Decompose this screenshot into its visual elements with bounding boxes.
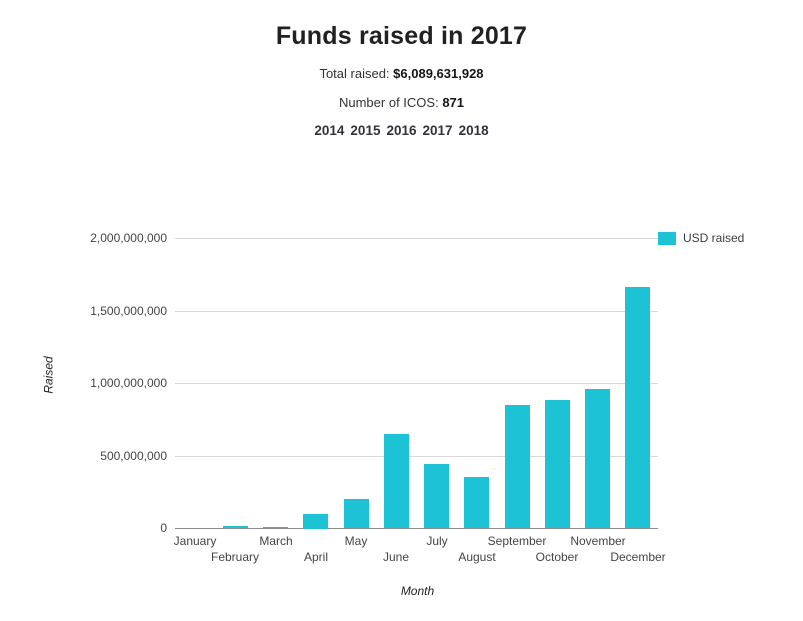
- bar-april[interactable]: [303, 514, 328, 529]
- year-link-2017[interactable]: 2017: [422, 123, 453, 138]
- ico-count-line: Number of ICOS: 871: [0, 95, 803, 110]
- x-tick-label-september: September: [487, 534, 547, 548]
- y-tick-label: 0: [160, 521, 167, 535]
- legend-label: USD raised: [683, 231, 745, 245]
- bar-august[interactable]: [464, 477, 489, 528]
- total-raised-value: $6,089,631,928: [393, 66, 484, 81]
- year-links: 2014 2015 2016 2017 2018: [0, 123, 803, 138]
- bar-july[interactable]: [424, 464, 449, 528]
- year-link-2015[interactable]: 2015: [350, 123, 381, 138]
- total-raised-line: Total raised: $6,089,631,928: [0, 66, 803, 81]
- page-title: Funds raised in 2017: [275, 22, 528, 50]
- gridline: [175, 311, 658, 312]
- bar-march[interactable]: [263, 527, 288, 528]
- y-tick-label: 1,000,000,000: [90, 376, 167, 390]
- x-tick-label-january: January: [173, 534, 217, 548]
- x-tick-label-november: November: [570, 534, 626, 548]
- x-axis-label: Month: [400, 584, 435, 598]
- gridline: [175, 383, 658, 384]
- bar-february[interactable]: [223, 526, 248, 528]
- chart-legend: USD raised: [658, 231, 744, 245]
- total-raised-label: Total raised:: [319, 66, 390, 81]
- x-tick-label-may: May: [344, 534, 368, 548]
- bar-october[interactable]: [545, 400, 570, 528]
- ico-count-value: 871: [442, 95, 465, 110]
- x-tick-label-october: October: [535, 550, 579, 564]
- y-tick-label: 2,000,000,000: [90, 231, 167, 245]
- x-tick-label-july: July: [426, 534, 448, 548]
- bar-june[interactable]: [384, 434, 409, 528]
- y-tick-label: 500,000,000: [100, 449, 167, 463]
- x-tick-label-december: December: [610, 550, 666, 564]
- bar-december[interactable]: [625, 287, 650, 528]
- bar-november[interactable]: [585, 389, 610, 528]
- year-link-2018[interactable]: 2018: [458, 123, 489, 138]
- y-tick-label: 1,500,000,000: [90, 304, 167, 318]
- bar-september[interactable]: [505, 405, 530, 528]
- x-axis-baseline: [175, 528, 658, 529]
- x-tick-label-june: June: [382, 550, 410, 564]
- x-tick-label-august: August: [458, 550, 496, 564]
- x-tick-label-march: March: [259, 534, 293, 548]
- gridline: [175, 238, 658, 239]
- x-tick-label-april: April: [303, 550, 328, 564]
- year-link-2016[interactable]: 2016: [386, 123, 417, 138]
- gridline: [175, 456, 658, 457]
- x-tick-label-february: February: [210, 550, 260, 564]
- ico-count-label: Number of ICOS:: [338, 95, 439, 110]
- bar-may[interactable]: [344, 499, 369, 528]
- legend-swatch: [658, 231, 676, 245]
- year-link-2014[interactable]: 2014: [314, 123, 345, 138]
